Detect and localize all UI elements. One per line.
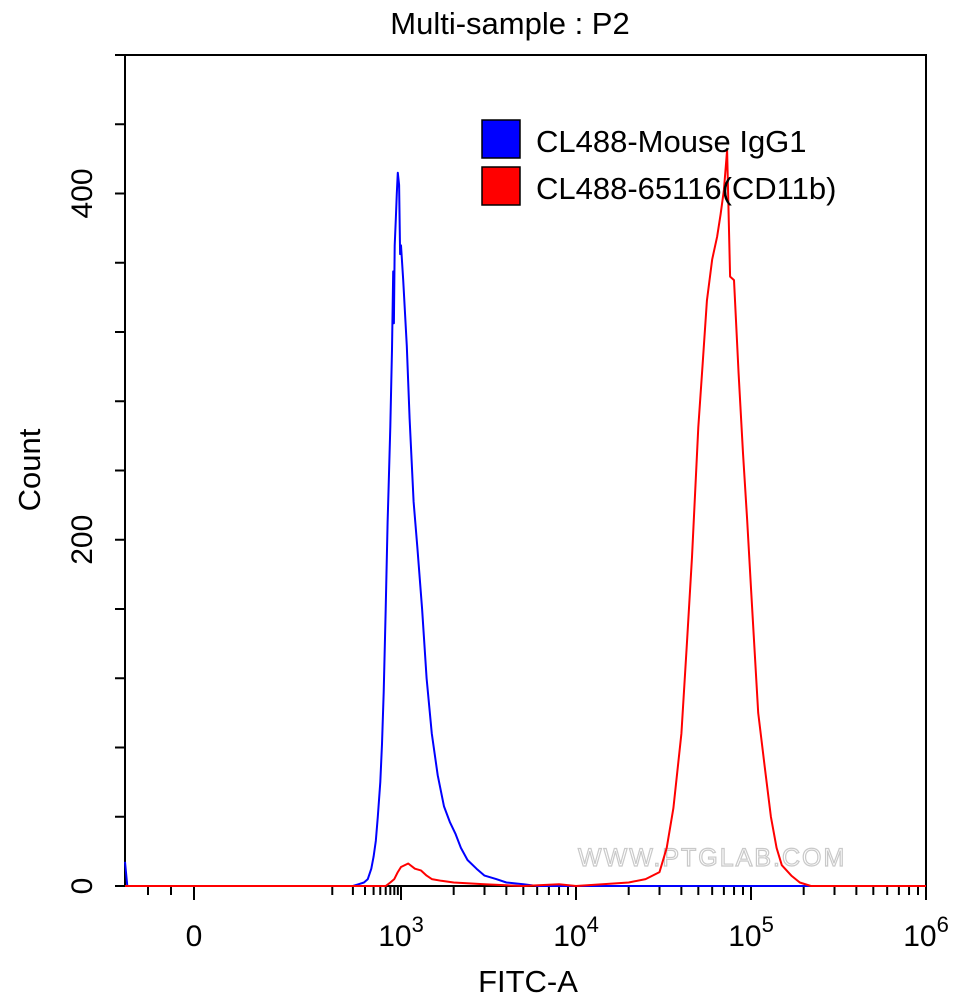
legend-item-0: CL488-Mouse IgG1	[481, 119, 807, 159]
x-tick-label-4: 106	[903, 912, 949, 953]
watermark-text: WWW.PTGLAB.COM	[578, 844, 846, 872]
series-layer	[124, 149, 926, 887]
x-tick-label-0: 0	[186, 920, 203, 953]
legend-swatch-1	[481, 166, 521, 206]
y-tick-label-2: 400	[66, 168, 99, 218]
legend-item-1: CL488-65116(CD11b)	[481, 166, 836, 206]
y-axis-ticks: 0 200 400	[66, 54, 125, 895]
series-line-0	[124, 171, 926, 887]
x-tick-label-2: 104	[553, 912, 599, 953]
x-axis-label: FITC-A	[478, 964, 578, 999]
x-tick-label-3: 105	[728, 912, 774, 953]
legend-swatch-0	[481, 119, 521, 159]
series-line-1	[125, 149, 926, 887]
legend-label-0: CL488-Mouse IgG1	[536, 124, 807, 159]
x-axis-ticks: 0 103 104 105 106	[147, 886, 949, 953]
chart-title: Multi-sample : P2	[390, 6, 629, 41]
y-axis-label: Count	[12, 428, 47, 511]
x-tick-label-1: 103	[378, 912, 424, 953]
y-tick-label-1: 200	[66, 515, 99, 565]
legend-label-1: CL488-65116(CD11b)	[536, 171, 836, 206]
y-tick-label-0: 0	[66, 878, 99, 895]
legend: CL488-Mouse IgG1 CL488-65116(CD11b)	[481, 119, 836, 206]
